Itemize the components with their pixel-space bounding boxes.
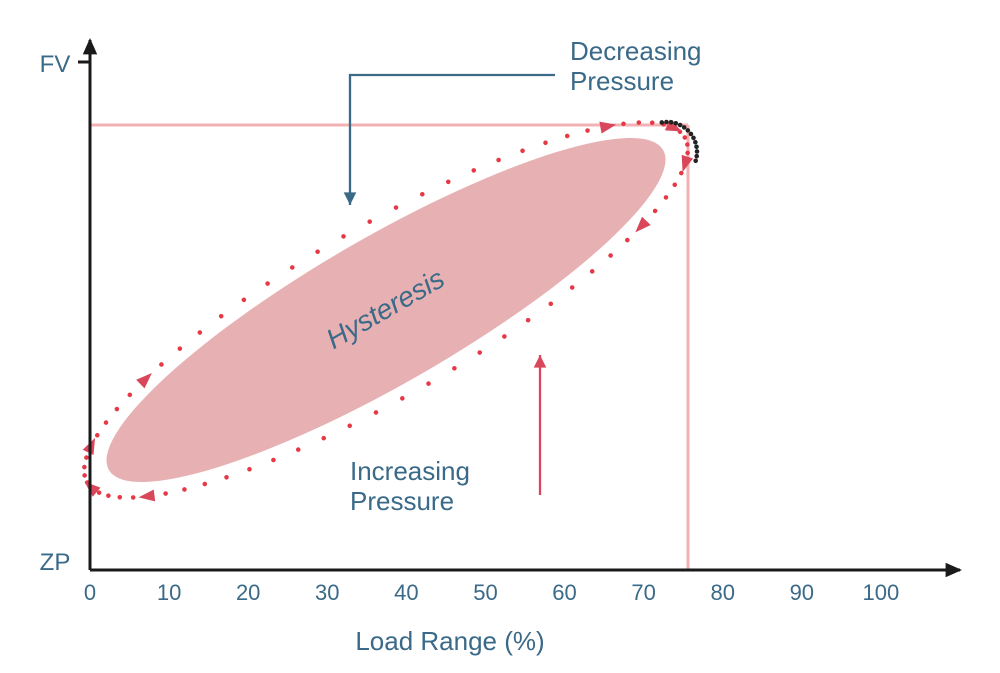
- corner-dot: [694, 154, 699, 159]
- y-axis-bottom-label: ZP: [40, 549, 71, 576]
- corner-dot: [691, 136, 696, 141]
- corner-dot: [669, 120, 674, 125]
- x-tick-label: 10: [157, 580, 181, 605]
- corner-dot: [682, 125, 687, 130]
- increasing-label-line2: Pressure: [350, 486, 454, 516]
- hysteresis-chart: HysteresisDecreasingPressureIncreasingPr…: [0, 0, 1000, 673]
- x-tick-label: 100: [863, 580, 900, 605]
- decreasing-label-line2: Pressure: [570, 66, 674, 96]
- x-tick-label: 30: [315, 580, 339, 605]
- corner-dot: [693, 140, 698, 145]
- corner-dot: [664, 120, 669, 125]
- corner-dot: [689, 132, 694, 137]
- x-tick-label: 50: [473, 580, 497, 605]
- x-tick-label: 70: [631, 580, 655, 605]
- x-tick-label: 0: [84, 580, 96, 605]
- x-tick-label: 80: [710, 580, 734, 605]
- corner-dot: [678, 123, 683, 128]
- x-tick-label: 60: [552, 580, 576, 605]
- corner-dot: [659, 120, 664, 125]
- corner-dot: [694, 144, 699, 149]
- corner-dot: [693, 158, 698, 163]
- x-axis-label: Load Range (%): [355, 626, 544, 656]
- increasing-label-line1: Increasing: [350, 456, 470, 486]
- y-axis-top-label: FV: [40, 51, 71, 78]
- corner-dot: [695, 149, 700, 154]
- corner-dot: [673, 121, 678, 126]
- x-tick-label: 90: [790, 580, 814, 605]
- decreasing-label-line1: Decreasing: [570, 36, 702, 66]
- corner-dot: [686, 128, 691, 133]
- x-tick-label: 20: [236, 580, 260, 605]
- chart-bg: [0, 0, 1000, 673]
- x-tick-label: 40: [394, 580, 418, 605]
